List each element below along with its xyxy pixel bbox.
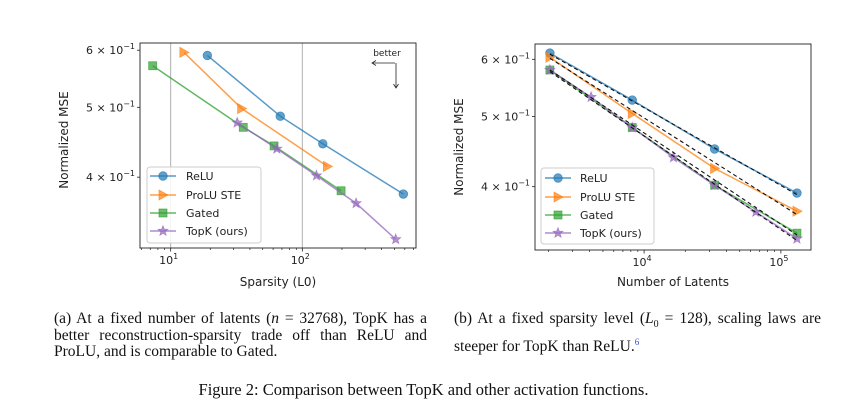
star-marker bbox=[270, 142, 283, 154]
circle-marker bbox=[202, 50, 213, 61]
caption-b-var: L bbox=[645, 310, 654, 327]
square-marker bbox=[158, 208, 168, 218]
x-tick-label: 101 bbox=[159, 252, 178, 267]
footnote-link[interactable]: 6 bbox=[634, 336, 640, 347]
legend: ReLU ProLU STE Gated TopK (ours) bbox=[146, 166, 262, 244]
star-marker bbox=[389, 232, 402, 245]
x-tick-label: 102 bbox=[291, 252, 310, 267]
legend-label: ProLU STE bbox=[186, 189, 241, 202]
series-line bbox=[206, 54, 404, 195]
legend-label: ReLU bbox=[186, 170, 214, 183]
legend-box bbox=[146, 166, 262, 244]
legend-label: Gated bbox=[580, 209, 613, 222]
star-marker bbox=[552, 226, 564, 239]
legend-label: Gated bbox=[186, 207, 219, 220]
triangle-marker bbox=[237, 102, 248, 115]
triangle-marker bbox=[710, 162, 721, 175]
axes-frame bbox=[139, 42, 417, 249]
star-marker bbox=[231, 116, 244, 128]
y-tick-label: 6 × 10−1 bbox=[481, 51, 530, 66]
y-tick-label: 5 × 10−1 bbox=[481, 109, 530, 124]
y-axis-label: Normalized MSE bbox=[57, 91, 71, 188]
square-marker bbox=[148, 61, 158, 71]
triangle-marker bbox=[627, 107, 639, 120]
legend-label: ReLU bbox=[580, 172, 608, 185]
triangle-marker bbox=[179, 46, 190, 58]
fit-line-relu bbox=[549, 53, 798, 196]
legend: ReLU ProLU STE Gated TopK (ours) bbox=[540, 167, 655, 245]
star-marker bbox=[349, 196, 363, 209]
caption-b-text-2: = 128), scaling laws are steeper for Top… bbox=[454, 310, 822, 355]
down-arrowhead-icon bbox=[393, 83, 399, 89]
star-marker bbox=[157, 224, 169, 237]
legend-label: TopK (ours) bbox=[185, 225, 248, 238]
fit-line-gated bbox=[549, 69, 798, 236]
caption-a-text-2: = 32768), TopK has a better reconstructi… bbox=[54, 310, 427, 360]
legend-label: TopK (ours) bbox=[579, 227, 642, 240]
series-relu bbox=[202, 50, 409, 199]
circle-marker bbox=[792, 188, 802, 198]
circle-marker bbox=[709, 144, 720, 154]
x-tick-label: 104 bbox=[633, 254, 652, 269]
circle-marker bbox=[627, 95, 637, 105]
circle-marker bbox=[158, 171, 168, 181]
caption-a-text-1: (a) At a fixed number of latents ( bbox=[54, 310, 272, 327]
y-tick-label: 4 × 10−1 bbox=[481, 179, 530, 194]
caption-b: (b) At a fixed sparsity level (L0 = 128)… bbox=[454, 310, 822, 355]
legend-box bbox=[540, 167, 655, 245]
legend-label: ProLU STE bbox=[580, 191, 635, 204]
y-tick-label: 5 × 10−1 bbox=[86, 99, 135, 114]
fit-line-topk-ours- bbox=[549, 71, 798, 241]
star-marker bbox=[626, 121, 639, 133]
x-axis-label: Number of Latents bbox=[617, 275, 729, 289]
figure-caption: Figure 2: Comparison between TopK and ot… bbox=[198, 380, 649, 399]
y-tick-label: 6 × 10−1 bbox=[86, 42, 135, 57]
circle-marker bbox=[318, 139, 328, 149]
triangle-marker bbox=[553, 191, 564, 203]
better-annotation: better bbox=[373, 49, 401, 59]
series-line bbox=[183, 51, 328, 168]
axes-frame bbox=[534, 43, 812, 251]
square-marker bbox=[553, 210, 563, 220]
left-arrowhead-icon bbox=[371, 60, 377, 66]
series-line bbox=[549, 56, 798, 212]
chart-b: 104 105 4 × 10−1 5 × 10−1 6 × 10−1 Number of … bbox=[452, 43, 812, 289]
series-prolu-ste bbox=[179, 46, 334, 173]
caption-b-text-1: (b) At a fixed sparsity level ( bbox=[454, 310, 646, 327]
triangle-marker bbox=[322, 160, 334, 173]
caption-a-var: n bbox=[271, 310, 279, 327]
caption-b-sub: 0 bbox=[653, 319, 659, 331]
triangle-marker bbox=[792, 205, 803, 217]
star-marker bbox=[667, 151, 680, 163]
star-marker bbox=[790, 232, 803, 244]
circle-marker bbox=[398, 189, 409, 199]
caption-a: (a) At a fixed number of latents (n = 32… bbox=[54, 310, 427, 361]
y-axis-label: Normalized MSE bbox=[452, 98, 466, 195]
circle-marker bbox=[275, 111, 285, 121]
star-marker bbox=[310, 169, 323, 181]
chart-a: 101 102 4 × 10−1 5 × 10−1 6 × 10−1 Sparsity (… bbox=[57, 42, 417, 289]
triangle-marker bbox=[158, 189, 169, 201]
x-tick-label: 105 bbox=[769, 254, 788, 269]
series-topk-ours- bbox=[231, 116, 402, 245]
y-tick-label: 4 × 10−1 bbox=[86, 169, 135, 184]
x-axis-label: Sparsity (L0) bbox=[240, 275, 316, 289]
circle-marker bbox=[553, 173, 563, 183]
